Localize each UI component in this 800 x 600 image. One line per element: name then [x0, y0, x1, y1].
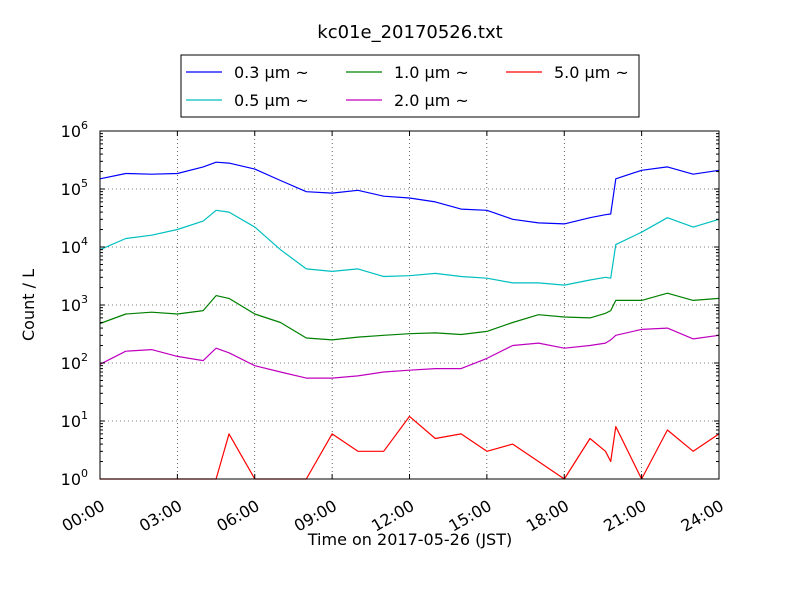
grid [100, 131, 719, 479]
y-tick-label: 101 [61, 409, 88, 431]
y-tick-label: 100 [61, 467, 88, 489]
x-axis-label: Time on 2017-05-26 (JST) [307, 530, 512, 549]
ticks: 00:00 03:00 06:00 09:00 12:00 15:00 18:00 21:00… [59, 119, 727, 536]
legend-label: 5.0 μm ~ [554, 63, 629, 82]
x-tick-label: 03:00 [136, 496, 185, 536]
y-tick-label: 103 [61, 293, 88, 315]
y-axis-label: Count / L [19, 269, 38, 341]
series-line-0 [99, 161, 720, 225]
legend-label: 2.0 μm ~ [394, 91, 469, 110]
y-tick-label: 102 [61, 351, 88, 373]
x-tick-label: 18:00 [523, 496, 572, 536]
legend-label: 0.3 μm ~ [234, 63, 309, 82]
x-tick-label: 00:00 [59, 496, 108, 536]
x-tick-label: 21:00 [600, 496, 649, 536]
series-line-3 [99, 327, 720, 379]
y-tick-label: 104 [61, 235, 88, 257]
series-line-2 [99, 292, 720, 341]
series-line-1 [99, 209, 720, 286]
legend-box [180, 54, 640, 118]
y-tick-label: 105 [61, 177, 88, 199]
x-tick-label: 24:00 [678, 496, 727, 536]
legend-label: 1.0 μm ~ [394, 63, 469, 82]
legend-label: 0.5 μm ~ [234, 91, 309, 110]
x-tick-label: 06:00 [213, 496, 262, 536]
y-tick-label: 106 [61, 119, 88, 141]
chart-title: kc01e_20170526.txt [317, 22, 502, 43]
legend: 0.3 μm ~ 0.5 μm ~ 1.0 μm ~ 2.0 μm ~ 5.0 μm ~ [180, 54, 640, 118]
